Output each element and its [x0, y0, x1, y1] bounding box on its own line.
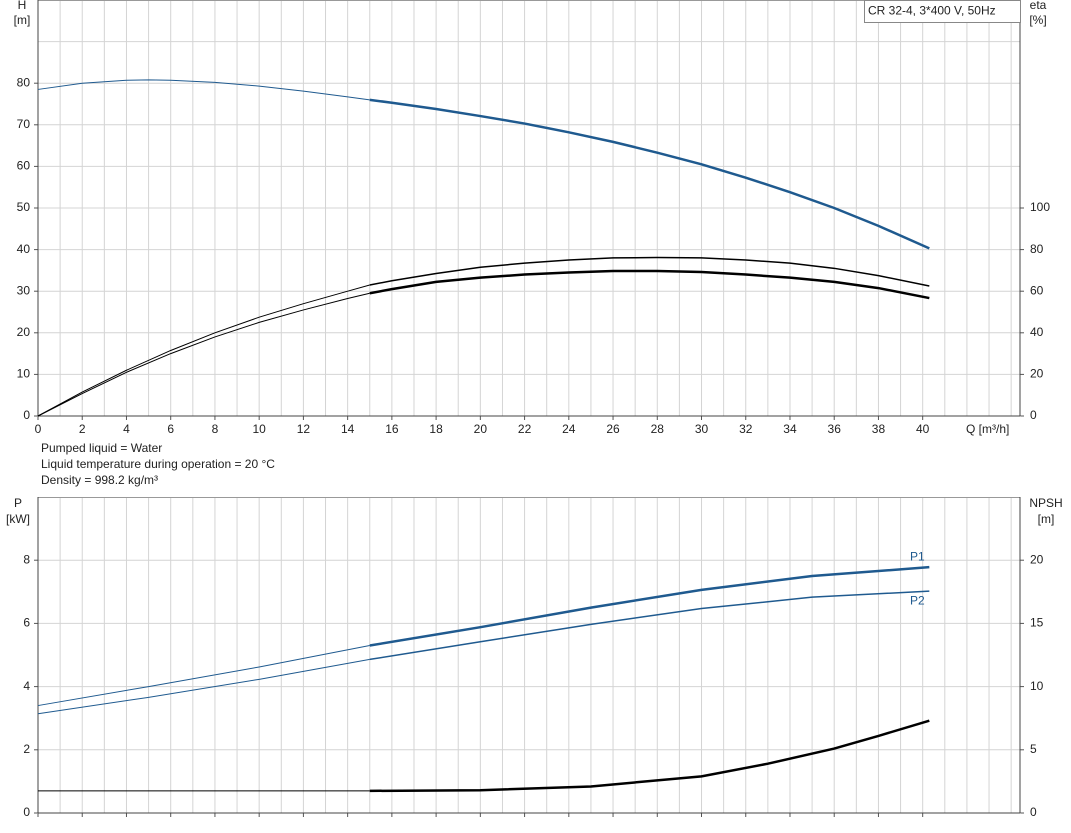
title-box — [864, 0, 1021, 23]
y2-tick-label: 60 — [1030, 283, 1044, 297]
x-tick-label: 24 — [562, 422, 576, 436]
x-tick-label: 28 — [651, 422, 665, 436]
x-tick-label: 30 — [695, 422, 709, 436]
series-label: P2 — [910, 593, 925, 607]
x-tick-label: 12 — [297, 422, 311, 436]
y2-tick-label: 100 — [1030, 200, 1050, 214]
y-tick-label: 8 — [23, 552, 30, 566]
x-tick-label: 6 — [167, 422, 174, 436]
x-tick-label: 20 — [474, 422, 488, 436]
y2-tick-label: 15 — [1030, 616, 1044, 630]
chart-title: CR 32-4, 3*400 V, 50Hz — [868, 4, 996, 18]
x-tick-label: 10 — [252, 422, 266, 436]
y-tick-label: 0 — [23, 805, 30, 819]
y-tick-label: 6 — [23, 616, 30, 630]
curve — [37, 292, 370, 417]
x-tick-label: 2 — [79, 422, 86, 436]
x-tick-label: 8 — [212, 422, 219, 436]
curve — [369, 269, 930, 300]
x-tick-label: 4 — [123, 422, 130, 436]
y-axis-label: H — [18, 0, 27, 12]
y-tick-label: 70 — [17, 117, 31, 131]
x-tick-label: 16 — [385, 422, 399, 436]
x-tick-label: 14 — [341, 422, 355, 436]
curve — [369, 719, 930, 793]
y-tick-label: 2 — [23, 742, 30, 756]
curve — [369, 256, 930, 287]
y2-tick-label: 0 — [1030, 805, 1037, 819]
x-tick-label: 22 — [518, 422, 532, 436]
x-axis-label: Q [m³/h] — [966, 422, 1009, 436]
y2-tick-label: 20 — [1030, 552, 1044, 566]
annotation: Liquid temperature during operation = 20… — [41, 457, 275, 471]
curve — [37, 645, 370, 707]
y-tick-label: 0 — [23, 408, 30, 422]
y-tick-label: 4 — [23, 679, 30, 693]
y-axis-unit: [m] — [14, 13, 31, 27]
y-tick-label: 10 — [17, 367, 31, 381]
series-label: P1 — [910, 549, 925, 563]
y-tick-label: 20 — [17, 325, 31, 339]
y-tick-label: 80 — [17, 75, 31, 89]
y-tick-label: 50 — [17, 200, 31, 214]
annotation: Pumped liquid = Water — [41, 441, 162, 455]
y2-tick-label: 5 — [1030, 742, 1037, 756]
y2-tick-label: 0 — [1030, 408, 1037, 422]
curve — [37, 284, 370, 417]
curve — [37, 658, 370, 715]
x-tick-label: 40 — [916, 422, 930, 436]
curve — [369, 590, 930, 661]
y-axis-unit: [kW] — [6, 512, 30, 526]
curve — [369, 98, 930, 250]
x-tick-label: 18 — [429, 422, 443, 436]
y2-axis-unit: [%] — [1029, 13, 1046, 27]
y2-axis-label: NPSH — [1029, 496, 1062, 510]
y2-axis-unit: [m] — [1038, 512, 1055, 526]
y2-tick-label: 80 — [1030, 242, 1044, 256]
y-tick-label: 30 — [17, 283, 31, 297]
curve — [37, 79, 370, 101]
y2-tick-label: 10 — [1030, 679, 1044, 693]
x-tick-label: 36 — [828, 422, 842, 436]
y2-axis-label: eta — [1030, 0, 1047, 12]
x-tick-label: 26 — [606, 422, 620, 436]
x-tick-label: 0 — [35, 422, 42, 436]
plot-frame — [37, 497, 1021, 814]
y-tick-label: 40 — [17, 242, 31, 256]
x-tick-label: 38 — [872, 422, 886, 436]
x-tick-label: 32 — [739, 422, 753, 436]
y2-tick-label: 20 — [1030, 367, 1044, 381]
y-axis-label: P — [14, 496, 22, 510]
y-tick-label: 60 — [17, 159, 31, 173]
y2-tick-label: 40 — [1030, 325, 1044, 339]
annotation: Density = 998.2 kg/m³ — [41, 473, 158, 487]
x-tick-label: 34 — [783, 422, 797, 436]
curve — [369, 565, 930, 647]
